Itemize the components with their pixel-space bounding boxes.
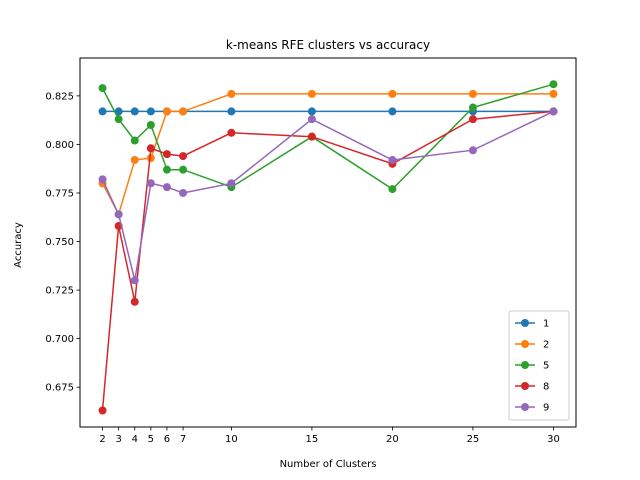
data-point — [388, 185, 397, 194]
data-point — [307, 132, 316, 141]
legend-label: 1 — [543, 319, 549, 330]
data-point — [468, 103, 477, 112]
plot-frame — [79, 57, 577, 428]
data-point — [130, 297, 139, 306]
data-point — [146, 154, 155, 163]
series-line-9 — [101, 110, 554, 281]
data-point — [146, 107, 155, 116]
data-point — [549, 80, 558, 89]
data-point — [179, 107, 188, 116]
x-axis-title: Number of Clusters — [280, 459, 377, 470]
y-tick-label: 0.675 — [45, 383, 74, 394]
data-point — [468, 146, 477, 155]
data-point — [162, 150, 171, 159]
x-tick-label: 5 — [148, 434, 154, 445]
data-point — [98, 175, 107, 184]
x-tick-label: 25 — [467, 434, 480, 445]
legend-item-9: 9 — [515, 403, 549, 414]
data-point — [98, 107, 107, 116]
data-point — [227, 89, 236, 98]
legend-marker — [521, 403, 529, 411]
data-point — [162, 183, 171, 192]
legend-marker — [521, 361, 529, 369]
data-point — [130, 136, 139, 145]
data-point — [98, 84, 107, 93]
legend-marker — [521, 340, 529, 348]
legend-box — [508, 310, 570, 421]
legend-marker — [521, 382, 529, 390]
y-axis: 0.675 0.700 0.725 0.750 0.775 0.800 0.825 — [45, 91, 80, 394]
data-point — [468, 115, 477, 124]
y-tick-label: 0.825 — [45, 91, 74, 102]
x-tick-label: 20 — [386, 434, 399, 445]
series-5 — [98, 80, 558, 194]
data-point — [179, 188, 188, 197]
data-point — [162, 165, 171, 174]
data-point — [114, 210, 123, 219]
data-point — [468, 89, 477, 98]
x-tick-label: 30 — [547, 434, 560, 445]
legend-label: 9 — [543, 403, 549, 414]
data-point — [114, 107, 123, 116]
data-point — [227, 179, 236, 188]
series-line-5 — [101, 83, 554, 191]
series-8 — [98, 107, 558, 415]
legend-item-5: 5 — [515, 361, 549, 372]
legend-item-1: 1 — [515, 319, 549, 330]
x-tick-label: 2 — [99, 434, 105, 445]
x-tick-label: 10 — [225, 434, 238, 445]
x-tick-label: 15 — [306, 434, 319, 445]
data-point — [130, 107, 139, 116]
data-point — [146, 144, 155, 153]
data-point — [388, 155, 397, 164]
x-tick-label: 6 — [164, 434, 170, 445]
data-point — [162, 107, 171, 116]
data-point — [388, 89, 397, 98]
y-tick-label: 0.750 — [45, 237, 74, 248]
data-point — [307, 89, 316, 98]
x-tick-label: 7 — [180, 434, 186, 445]
y-tick-label: 0.700 — [45, 334, 74, 345]
legend-item-2: 2 — [515, 340, 549, 351]
legend: 1 2 5 8 9 — [508, 310, 570, 421]
data-point — [549, 89, 558, 98]
y-tick-label: 0.725 — [45, 286, 74, 297]
data-point — [130, 155, 139, 164]
data-point — [388, 107, 397, 116]
plot-area — [98, 80, 558, 415]
legend-item-8: 8 — [515, 382, 549, 393]
data-point — [227, 128, 236, 137]
legend-marker — [521, 319, 529, 327]
y-axis-title: Accuracy — [13, 222, 24, 268]
data-point — [179, 152, 188, 161]
data-point — [114, 115, 123, 124]
legend-label: 2 — [543, 340, 549, 351]
data-point — [307, 115, 316, 124]
series-9 — [98, 107, 558, 285]
x-axis: 2 3 4 5 6 7 10 15 20 25 30 — [99, 427, 560, 445]
data-point — [146, 179, 155, 188]
legend-label: 5 — [543, 361, 549, 372]
data-point — [549, 107, 558, 116]
data-point — [130, 276, 139, 285]
legend-label: 8 — [543, 382, 549, 393]
data-point — [179, 165, 188, 174]
x-tick-label: 4 — [132, 434, 138, 445]
x-tick-label: 3 — [115, 434, 121, 445]
data-point — [307, 107, 316, 116]
data-point — [98, 406, 107, 415]
y-tick-label: 0.775 — [45, 188, 74, 199]
chart-title: k-means RFE clusters vs accuracy — [226, 38, 430, 52]
data-point — [227, 107, 236, 116]
data-point — [146, 121, 155, 130]
y-tick-label: 0.800 — [45, 140, 74, 151]
